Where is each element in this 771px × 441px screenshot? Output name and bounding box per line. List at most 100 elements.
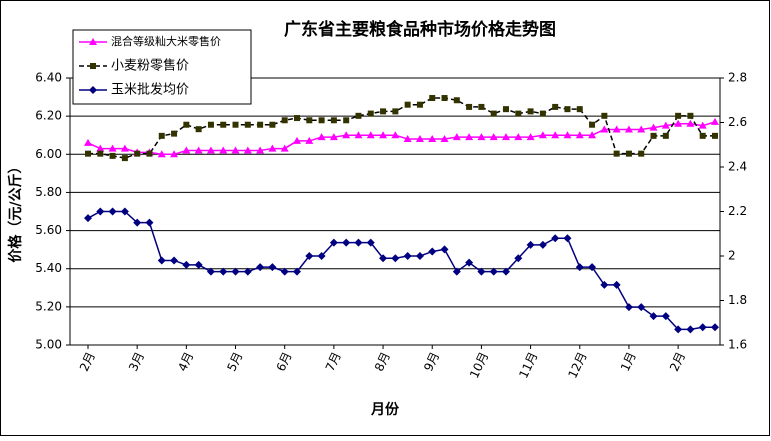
data-point <box>329 238 338 247</box>
data-point <box>575 131 584 139</box>
data-point <box>404 101 411 108</box>
y-tick-label: 6.40 <box>35 71 62 85</box>
legend-label: 玉米批发均价 <box>111 82 189 98</box>
data-point <box>244 121 251 128</box>
data-point <box>502 133 510 141</box>
data-point <box>269 121 276 128</box>
series-line <box>87 210 715 331</box>
data-point <box>330 117 337 124</box>
data-point <box>183 121 190 128</box>
data-point <box>489 133 498 141</box>
y-tick-label: 5.40 <box>35 261 62 275</box>
data-point <box>612 280 621 289</box>
data-point <box>305 252 314 260</box>
data-point <box>305 136 314 144</box>
data-point <box>306 117 313 124</box>
data-point <box>97 150 104 157</box>
data-point <box>231 267 240 276</box>
data-point <box>195 126 202 133</box>
data-point <box>157 150 166 158</box>
data-point <box>527 108 534 115</box>
series-line <box>87 121 716 156</box>
data-point <box>440 135 449 143</box>
data-point <box>280 144 289 152</box>
data-point <box>96 207 105 216</box>
data-point <box>538 131 547 139</box>
data-point <box>157 256 166 265</box>
data-point <box>343 117 350 124</box>
data-point <box>380 108 387 115</box>
data-point <box>661 121 670 129</box>
y-tick-label: 5.00 <box>35 338 62 352</box>
data-point <box>391 254 400 263</box>
data-point <box>638 150 645 157</box>
data-point <box>354 131 363 139</box>
data-point <box>194 146 203 154</box>
data-point <box>440 245 449 254</box>
y-tick-label: 6.20 <box>35 109 62 123</box>
data-point <box>293 136 301 144</box>
y2-tick-label: 1.8 <box>728 293 747 307</box>
data-point <box>84 214 92 223</box>
data-point <box>120 207 129 216</box>
data-point <box>564 106 571 113</box>
y2-tick-label: 1.6 <box>728 338 747 352</box>
data-point <box>612 125 621 133</box>
legend-label: 混合等级籼大米零售价 <box>111 34 221 48</box>
data-point <box>257 121 264 128</box>
data-point <box>552 103 559 110</box>
x-axis-title: 月份 <box>370 401 400 418</box>
y-tick-label: 6.00 <box>35 147 62 161</box>
data-point <box>170 150 179 158</box>
data-point <box>428 135 437 143</box>
data-point <box>649 123 658 131</box>
data-point <box>514 133 523 141</box>
data-point <box>466 103 473 110</box>
data-point <box>96 144 105 152</box>
series-line <box>88 97 715 159</box>
data-point <box>379 254 388 263</box>
data-point <box>355 112 362 119</box>
data-point <box>675 112 682 119</box>
data-point <box>318 117 325 124</box>
data-point <box>170 256 179 265</box>
data-point <box>415 135 424 143</box>
data-point <box>415 252 424 260</box>
y2-tick-label: 2 <box>728 249 736 263</box>
data-point <box>539 110 546 117</box>
data-point <box>503 106 509 113</box>
data-point <box>514 254 523 263</box>
data-point <box>120 144 129 152</box>
data-point <box>145 218 154 227</box>
data-point <box>624 125 633 133</box>
legend-marker <box>89 86 97 94</box>
data-point <box>232 121 239 128</box>
data-point <box>687 112 694 119</box>
data-point <box>171 130 178 137</box>
data-point <box>206 146 215 154</box>
data-point <box>342 131 351 139</box>
data-point <box>366 238 375 247</box>
data-point <box>613 150 620 157</box>
data-point <box>428 247 437 256</box>
data-point <box>182 260 191 269</box>
data-point <box>108 144 117 152</box>
data-point <box>452 133 461 141</box>
data-point <box>526 133 535 141</box>
data-point <box>563 234 572 243</box>
data-point <box>441 95 448 102</box>
data-point <box>256 263 265 272</box>
legend-label: 小麦粉零售价 <box>111 58 189 74</box>
data-point <box>243 146 252 154</box>
data-point <box>538 240 547 249</box>
data-point <box>453 97 460 104</box>
data-point <box>158 132 165 139</box>
data-point <box>243 267 252 276</box>
data-point <box>133 218 142 227</box>
data-point <box>600 280 609 289</box>
data-point <box>674 325 683 334</box>
data-point <box>563 131 572 139</box>
data-point <box>403 135 412 143</box>
data-point <box>379 131 388 139</box>
data-point <box>317 252 326 260</box>
